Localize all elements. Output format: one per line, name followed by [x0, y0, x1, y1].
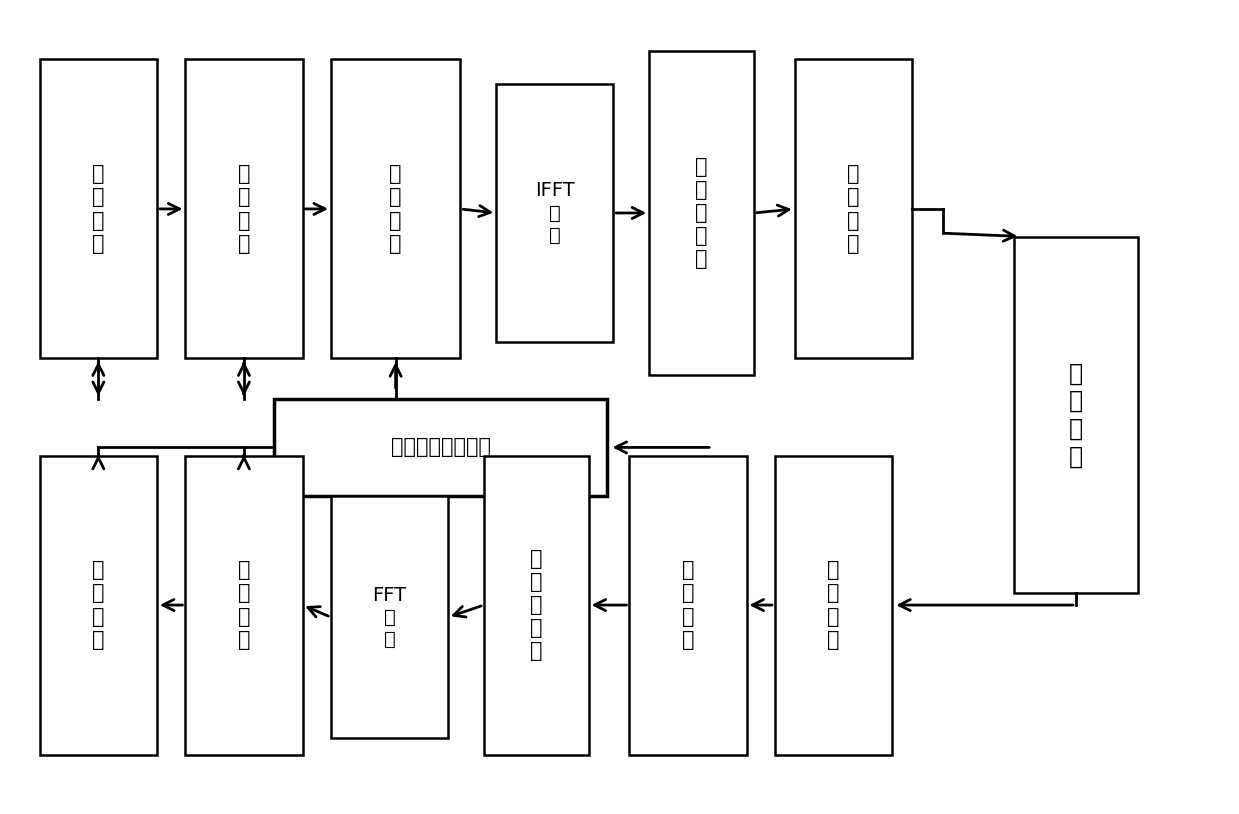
Bar	[40, 456, 157, 755]
Text: 信
道
编
码: 信 道 编 码	[238, 164, 250, 254]
Text: 压缩感知信道估计: 压缩感知信道估计	[390, 437, 491, 457]
Bar	[331, 496, 449, 738]
Bar	[629, 456, 747, 755]
Bar	[186, 59, 302, 358]
Text: 串
并
转
换: 串 并 转 换	[92, 164, 104, 254]
Text: 去
循
环
前
缀: 去 循 环 前 缀	[530, 549, 543, 662]
Bar	[186, 456, 302, 755]
Bar	[649, 51, 755, 374]
Text: FFT
变
换: FFT 变 换	[373, 586, 406, 649]
Text: 模
数
转
换: 模 数 转 换	[828, 560, 840, 650]
Text: 数
模
转
换: 数 模 转 换	[847, 164, 860, 254]
Bar	[794, 59, 912, 358]
Bar	[774, 456, 892, 755]
Text: 加
循
环
前
缀: 加 循 环 前 缀	[695, 156, 707, 269]
Bar	[496, 84, 613, 343]
Text: 时
频
同
步: 时 频 同 步	[681, 560, 694, 650]
Bar	[274, 399, 607, 496]
Text: 无
线
传
输: 无 线 传 输	[1069, 361, 1083, 469]
Text: 检
测
编
码: 检 测 编 码	[238, 560, 250, 650]
Text: IFFT
变
换: IFFT 变 换	[535, 182, 575, 244]
Text: 并
串
变
换: 并 串 变 换	[92, 560, 104, 650]
Text: 数
据
调
制: 数 据 调 制	[389, 164, 401, 254]
Bar	[483, 456, 589, 755]
Bar	[331, 59, 461, 358]
Bar	[1015, 237, 1137, 593]
Bar	[40, 59, 157, 358]
